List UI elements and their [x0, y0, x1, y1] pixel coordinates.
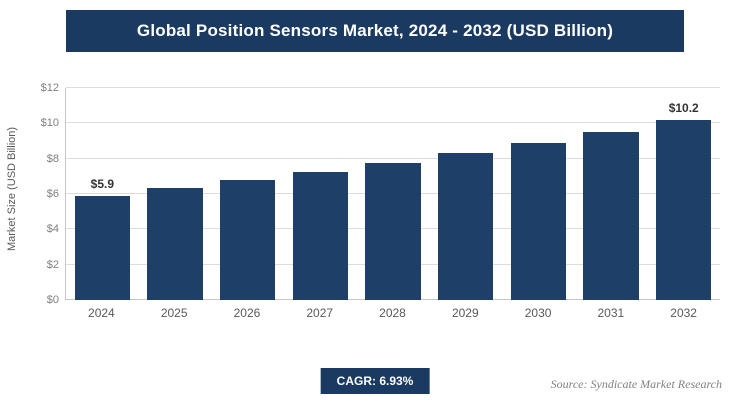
- bar-slot: $5.9: [66, 88, 139, 300]
- bar: [220, 179, 276, 300]
- x-axis-label: 2031: [597, 306, 625, 320]
- title-banner: Global Position Sensors Market, 2024 - 2…: [66, 10, 684, 52]
- bar-slot: $10.2: [647, 88, 720, 300]
- bar-slot: [139, 88, 212, 300]
- bar: [292, 171, 348, 300]
- y-tick-label: $2: [46, 258, 59, 271]
- x-axis-label: 2032: [670, 306, 697, 320]
- gridline: [66, 122, 720, 124]
- bar: [147, 187, 203, 300]
- x-axis-label: 2026: [233, 306, 261, 320]
- chart-title: Global Position Sensors Market, 2024 - 2…: [136, 21, 614, 40]
- bar-slot: [211, 88, 284, 300]
- cagr-badge: CAGR: 6.93%: [320, 368, 430, 394]
- y-tick-label: $4: [46, 223, 59, 236]
- gridline: [66, 87, 720, 88]
- bar-slot: [502, 88, 575, 300]
- y-tick-label: $8: [46, 152, 59, 165]
- x-axis-label: 2030: [524, 306, 552, 320]
- y-tick-label: $10: [40, 117, 59, 130]
- bar: [74, 195, 130, 300]
- y-tick-label: $6: [46, 188, 59, 200]
- bar-value-label: $10.2: [668, 100, 699, 115]
- x-axis-label: 2024: [88, 306, 115, 320]
- bar-value-label: $5.9: [90, 176, 115, 191]
- bar-slot: [429, 88, 502, 300]
- bar-slot: [575, 88, 648, 300]
- x-axis-label: 2029: [451, 306, 479, 320]
- y-axis-title: Market Size (USD Billion): [6, 126, 18, 252]
- x-axis-label: 2027: [306, 306, 334, 320]
- x-axis-label: 2025: [160, 306, 188, 320]
- y-tick-label: $0: [46, 294, 59, 306]
- plot-area: $0 $2 $4 $6 $8 $10 $12 $5.9 $10.2: [41, 82, 720, 306]
- gridline: [66, 157, 720, 159]
- y-tick-label: $12: [40, 82, 59, 94]
- x-axis-labels: 2024 2025 2026 2027 2028 2029 2030 2031 2032: [65, 306, 720, 320]
- source-attribution: Source: Syndicate Market Research: [550, 377, 722, 391]
- bar: [583, 132, 639, 300]
- bar-slot: [357, 88, 430, 300]
- bars-row: $5.9 $10.2: [66, 88, 720, 300]
- bar: [510, 142, 566, 300]
- bar: [365, 163, 421, 300]
- bar: [438, 153, 494, 300]
- x-axis-label: 2028: [379, 306, 406, 320]
- bar-slot: [284, 88, 357, 300]
- bar: [656, 119, 712, 300]
